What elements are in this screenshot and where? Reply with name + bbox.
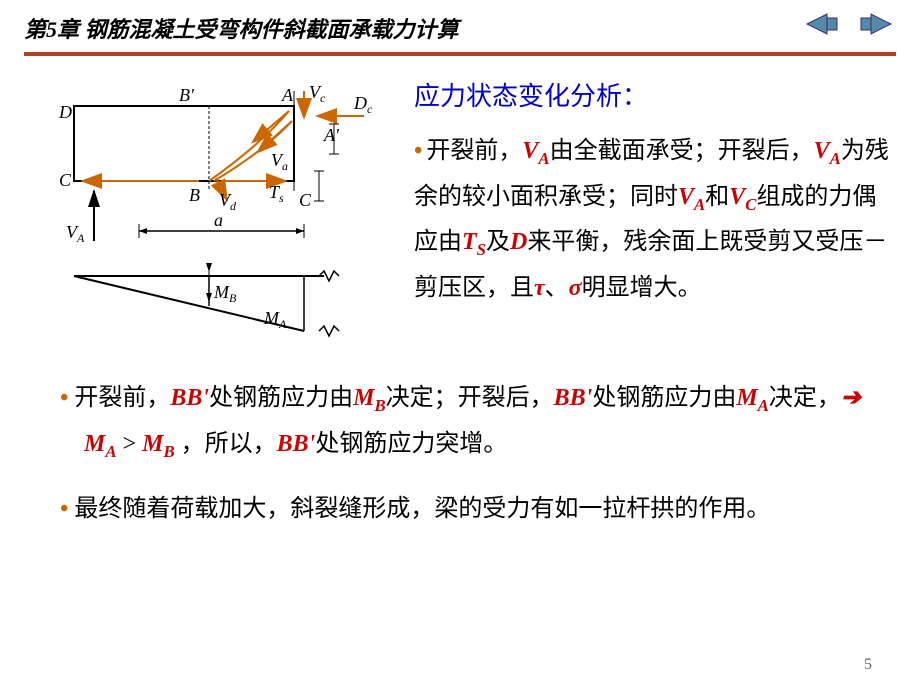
svg-text:B': B' — [179, 85, 195, 105]
bullet-1: •开裂前，VA由全截面承受；开裂后，VA为残余的较小面积承受；同时VA和VC组成… — [414, 129, 896, 312]
svg-text:MA: MA — [263, 308, 287, 331]
bullet-3: • 最终随着荷载加大，斜裂缝形成，梁的受力有如一拉杆拱的作用。 — [60, 487, 872, 533]
prev-button[interactable] — [802, 10, 842, 43]
svg-text:Ts: Ts — [269, 182, 284, 205]
nav-buttons — [792, 10, 896, 43]
section-heading: 应力状态变化分析： — [414, 76, 896, 113]
svg-text:Va: Va — [271, 150, 288, 173]
svg-text:VA: VA — [66, 222, 85, 245]
svg-text:MB: MB — [213, 282, 237, 305]
svg-text:Dc: Dc — [353, 93, 373, 116]
svg-text:A': A' — [323, 125, 340, 145]
svg-text:A: A — [281, 85, 294, 105]
svg-text:Vc: Vc — [309, 82, 326, 105]
svg-text:D: D — [58, 102, 72, 122]
next-button[interactable] — [856, 10, 896, 43]
svg-text:B: B — [189, 185, 200, 205]
page-number: 5 — [864, 656, 872, 674]
force-diagram: D B' A Vc Dc A' Va C B Vd Ts C VA a MB M… — [24, 76, 394, 356]
svg-text:C: C — [299, 190, 312, 210]
svg-text:a: a — [214, 210, 223, 230]
bullet-2: • 开裂前，BB'处钢筋应力由MB决定；开裂后，BB'处钢筋应力由MA决定，➔ … — [60, 376, 872, 467]
chapter-title: 第5章 钢筋混凝土受弯构件斜截面承载力计算 — [0, 0, 920, 52]
svg-text:C: C — [59, 170, 72, 190]
